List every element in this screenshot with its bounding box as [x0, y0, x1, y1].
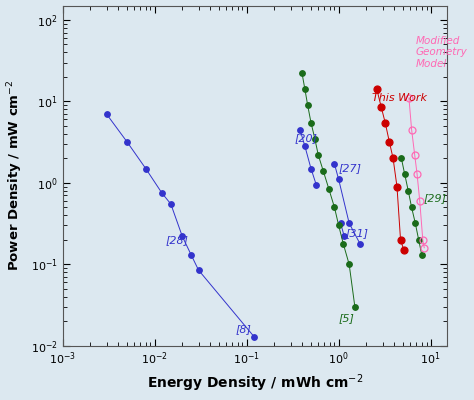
Y-axis label: Power Density / mW cm$^{-2}$: Power Density / mW cm$^{-2}$: [6, 80, 25, 272]
Text: [8]: [8]: [235, 324, 251, 334]
Text: [27]: [27]: [339, 164, 362, 174]
Text: Modified
Geometry
Model: Modified Geometry Model: [415, 36, 467, 69]
Text: [28]: [28]: [165, 235, 188, 245]
X-axis label: Energy Density / mWh cm$^{-2}$: Energy Density / mWh cm$^{-2}$: [146, 373, 363, 394]
Text: This Work: This Work: [372, 93, 427, 103]
Text: [20]: [20]: [294, 134, 318, 144]
Text: [5]: [5]: [339, 313, 355, 323]
Text: [29]: [29]: [423, 193, 446, 203]
Text: [31]: [31]: [346, 228, 369, 238]
